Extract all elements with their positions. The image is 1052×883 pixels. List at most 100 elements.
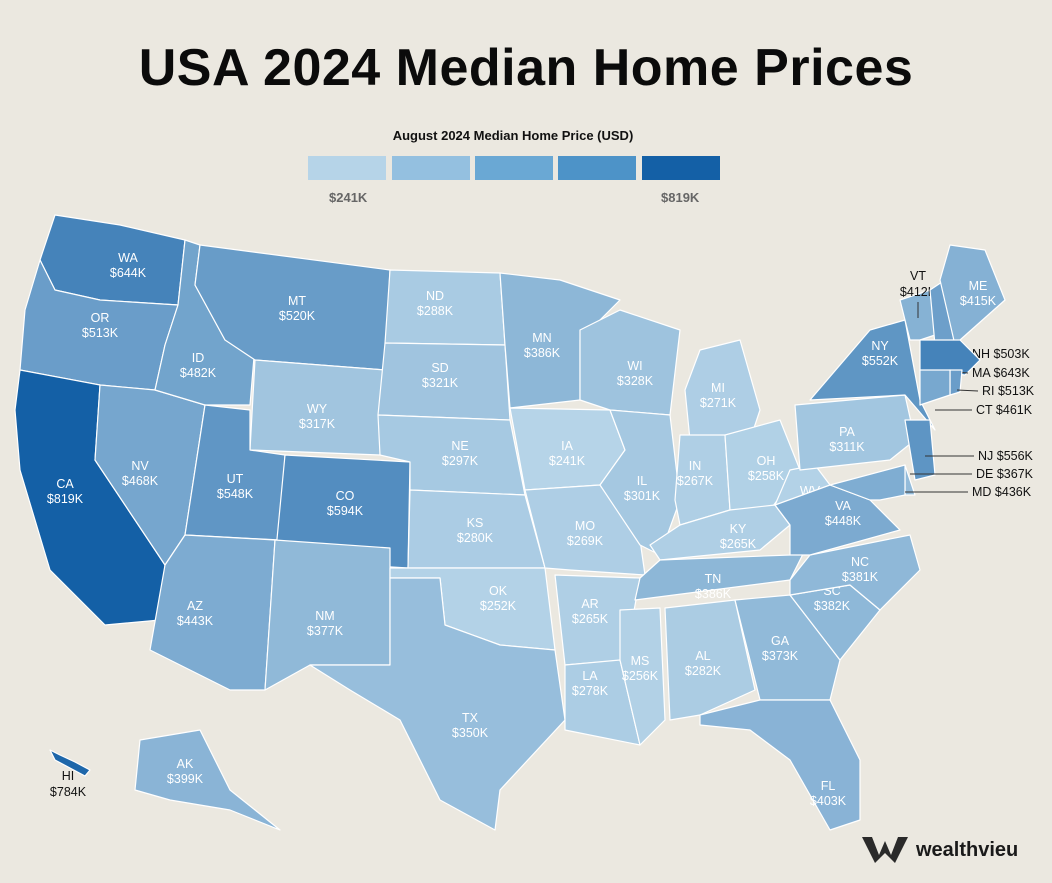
state-callout-label: MA $643K [972,366,1030,380]
state-price: $241K [549,454,586,468]
state-code: NJ [978,449,997,463]
state-price: $282K [685,664,722,678]
state-ms[interactable]: MS$256K [619,607,666,746]
state-code: CO [336,489,355,503]
state-shape[interactable] [794,394,916,471]
state-shape[interactable] [599,409,681,556]
state-price: $403K [810,794,847,808]
state-ri[interactable]: RI $513K [949,369,1035,398]
state-code: AR [581,597,598,611]
state-price: $461K [996,403,1033,417]
wealthvieu-logo-icon [862,837,908,863]
state-shape[interactable] [664,599,756,721]
state-mn[interactable]: MN$386K [499,272,621,409]
state-price: $280K [457,531,494,545]
state-code: CA [56,477,74,491]
state-code: MT [288,294,306,308]
state-wi[interactable]: WI$328K [579,309,681,416]
state-co[interactable]: CO$594K [274,454,411,569]
state-shape[interactable] [829,464,906,501]
brand-logo: wealthvieu [862,835,1018,865]
state-md[interactable]: MD $436K [829,464,1032,501]
state-code: SD [431,361,448,375]
state-pa[interactable]: PA$311K [794,394,916,471]
state-code: NM [315,609,334,623]
legend-swatch-5 [642,156,720,180]
state-code: NE [451,439,468,453]
page-title: USA 2024 Median Home Prices [138,39,914,97]
state-ak[interactable]: AK$399K [134,729,281,831]
state-code: MI [711,381,725,395]
state-il[interactable]: IL$301K [599,409,681,556]
state-price: $399K [167,772,204,786]
state-va[interactable]: VA$448K [774,484,901,556]
state-shape[interactable] [919,369,951,406]
state-oh[interactable]: OH$258K [724,419,801,511]
state-shape[interactable] [699,699,861,831]
state-price: $350K [452,726,489,740]
state-shape[interactable] [619,607,666,746]
state-code: LA [582,669,598,683]
state-code: IA [561,439,573,453]
state-price: $548K [217,487,254,501]
state-price: $448K [825,514,862,528]
state-ma[interactable]: MA $643K [919,339,1030,380]
state-code: WY [307,402,328,416]
state-ar[interactable]: AR$265K [554,574,641,666]
state-ne[interactable]: NE$297K [377,414,526,496]
state-al[interactable]: AL$282K [664,599,756,721]
state-ny[interactable]: NY$552K [809,319,936,431]
state-price: $784K [50,785,87,799]
state-wa[interactable]: WA$644K [39,214,186,306]
state-shape[interactable] [789,534,921,611]
state-nh[interactable]: NH $503K [929,279,1030,361]
state-ct[interactable]: CT $461K [919,369,1033,417]
state-price: $468K [122,474,159,488]
state-price: $265K [720,537,757,551]
state-ca[interactable]: CA$819K [14,369,166,626]
state-ga[interactable]: GA$373K [734,594,841,701]
state-code: ID [192,351,205,365]
state-code: NC [851,555,869,569]
state-price: $265K [572,612,609,626]
state-mi[interactable]: MI$271K [684,339,761,441]
state-fl[interactable]: FL$403K [699,699,861,831]
state-nj[interactable]: NJ $556K [904,419,1034,481]
state-nc[interactable]: NC$381K [789,534,921,611]
state-price: $328K [617,374,654,388]
state-code: PA [839,425,855,439]
state-hi[interactable]: HI $784K [49,749,91,799]
state-code: CT [976,403,996,417]
state-sd[interactable]: SD$321K [377,342,511,421]
legend-swatch-4 [558,156,636,180]
state-in[interactable]: IN$267K [674,434,731,526]
state-ks[interactable]: KS$280K [407,489,546,569]
state-nd[interactable]: ND$288K [384,269,506,346]
state-shape[interactable] [134,729,281,831]
state-shape[interactable] [919,339,981,376]
state-wy[interactable]: WY$317K [249,359,386,456]
state-price: $594K [327,504,364,518]
state-code: UT [227,472,244,486]
state-tx[interactable]: TX$350K [309,577,566,831]
legend-min-label: $241K [329,190,368,205]
state-shape[interactable] [734,594,841,701]
state-price: $513K [998,384,1035,398]
state-price: $644K [110,266,147,280]
legend-swatch-2 [392,156,470,180]
state-az[interactable]: AZ$443K [149,534,276,691]
state-vt[interactable]: VT $412K [899,269,937,341]
state-shape[interactable] [309,577,566,831]
state-shape[interactable] [949,369,963,396]
state-shape[interactable] [904,419,936,481]
brand-name: wealthvieu [916,838,1019,861]
state-callout-label: RI $513K [982,384,1035,398]
state-nm[interactable]: NM$377K [264,539,391,691]
state-price: $436K [995,485,1032,499]
legend-title: August 2024 Median Home Price (USD) [392,128,634,143]
state-code: ME [969,279,988,293]
state-callout-label: CT $461K [976,403,1033,417]
state-code: AK [177,757,194,771]
state-shape[interactable] [49,749,91,777]
